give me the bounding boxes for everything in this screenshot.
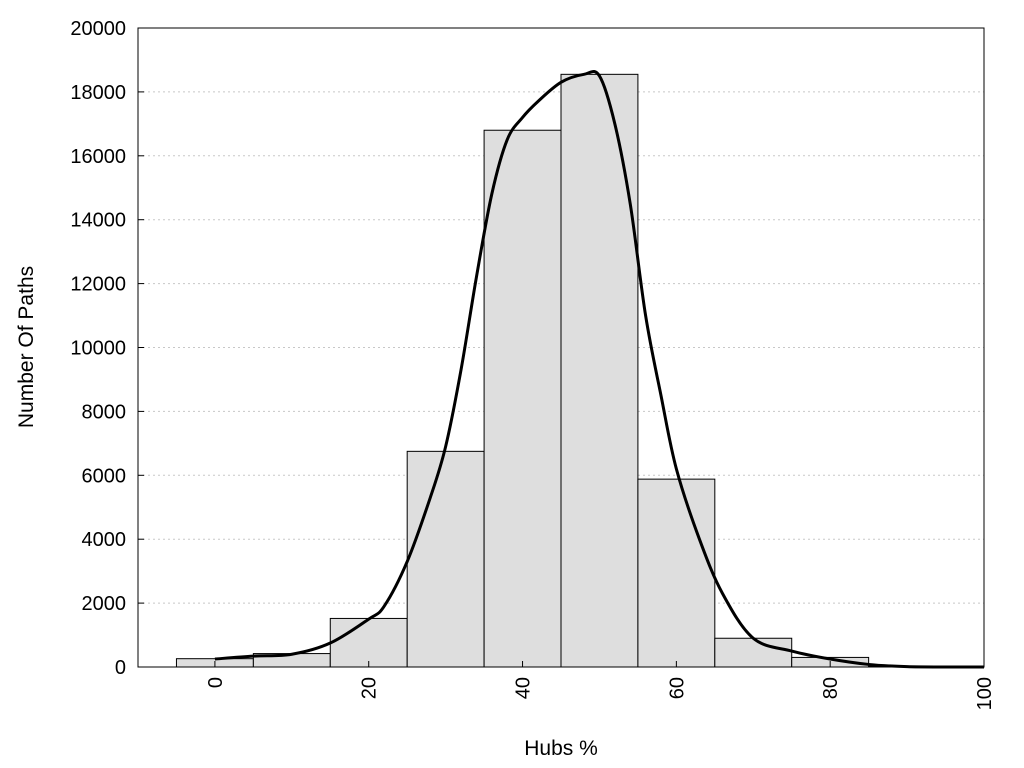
- y-tick-label-10: 20000: [70, 18, 126, 40]
- grid-lines: [138, 91, 984, 604]
- y-tick-label-7: 14000: [70, 210, 126, 232]
- y-tick-label-9: 18000: [70, 82, 126, 104]
- x-axis-ticks: 0 20 40 60 80 100: [205, 661, 996, 710]
- y-tick-label-6: 12000: [70, 274, 126, 296]
- x-axis-title: Hubs %: [524, 737, 598, 760]
- y-axis-ticks: 0 2000 4000 6000 8000 10000 12000 14000 16000 180…: [70, 18, 144, 679]
- bar-30: [406, 450, 485, 668]
- bar-60: [637, 478, 716, 668]
- x-tick-label-0: 0: [205, 677, 227, 688]
- y-tick-label-5: 10000: [70, 338, 126, 360]
- bar-50: [560, 73, 639, 668]
- y-tick-label-3: 6000: [82, 465, 127, 487]
- bar-20: [329, 617, 408, 668]
- y-tick-label-2: 4000: [82, 529, 127, 551]
- y-tick-label-0: 0: [115, 657, 126, 679]
- density-curve-layer: [214, 70, 985, 669]
- bar-40: [483, 129, 562, 668]
- x-tick-label-1: 20: [359, 677, 381, 699]
- x-tick-label-5: 100: [974, 677, 996, 710]
- histogram-bars: [175, 73, 947, 668]
- density-curve: [214, 70, 985, 669]
- y-tick-label-1: 2000: [82, 593, 127, 615]
- bar-70: [714, 637, 793, 668]
- x-tick-label-3: 60: [666, 677, 688, 699]
- y-axis-title: Number Of Paths: [15, 266, 38, 428]
- y-tick-label-4: 8000: [82, 401, 127, 423]
- x-tick-label-2: 40: [513, 677, 535, 699]
- y-tick-label-8: 16000: [70, 146, 126, 168]
- x-tick-label-4: 80: [820, 677, 842, 699]
